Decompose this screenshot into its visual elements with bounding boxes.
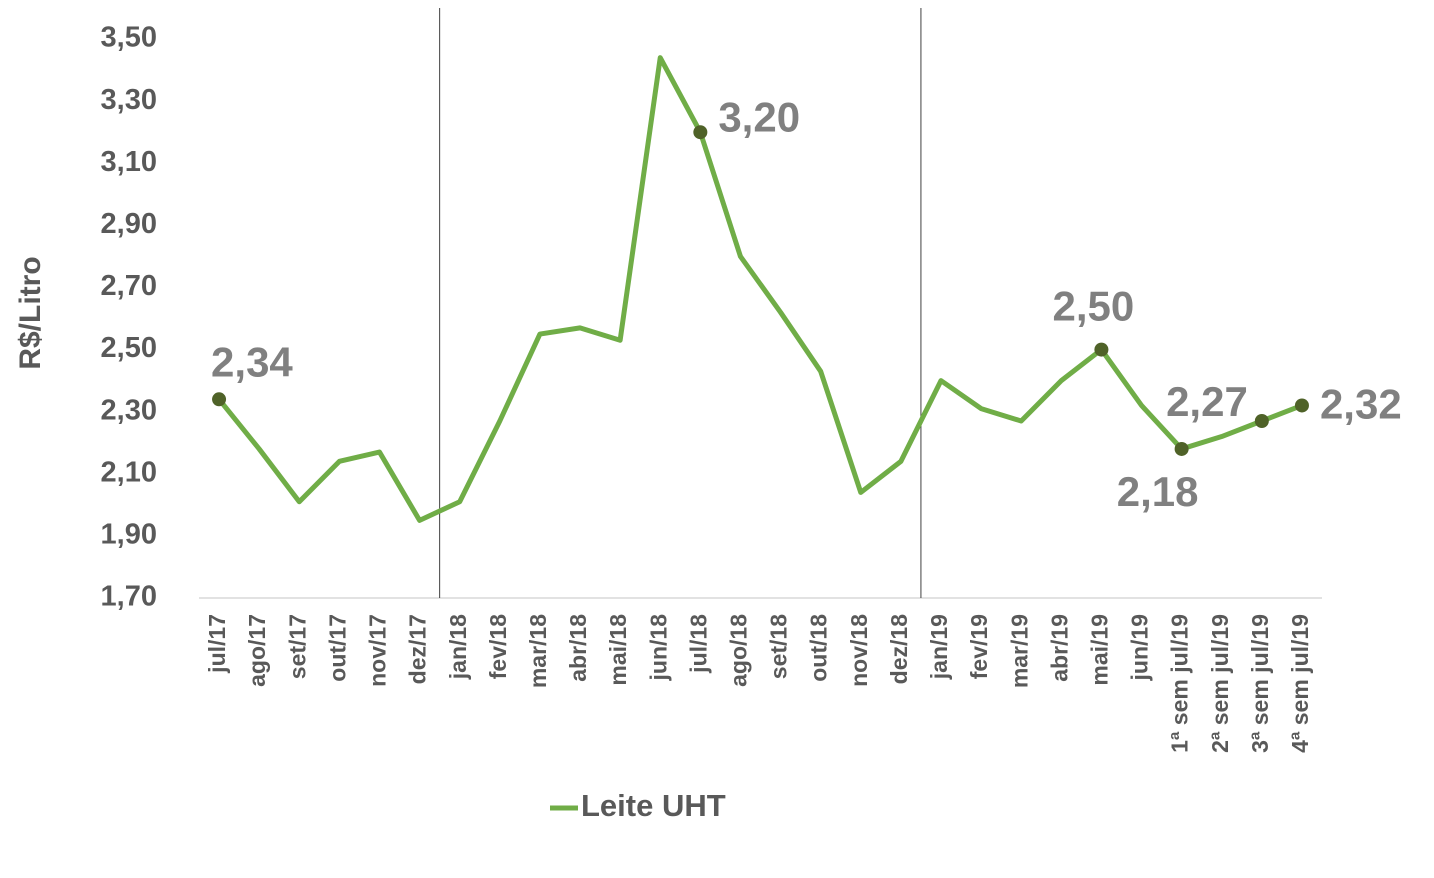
x-tick-label: set/18 — [766, 614, 792, 679]
data-label: 2,27 — [1166, 378, 1248, 425]
x-tick-label: jan/18 — [445, 614, 471, 680]
x-tick-label: nov/17 — [365, 614, 391, 687]
x-tick-label: set/17 — [284, 614, 310, 679]
x-tick-label: fev/19 — [966, 614, 992, 679]
marker — [212, 392, 227, 407]
marker — [1174, 441, 1189, 456]
y-tick-label: 1,90 — [101, 519, 157, 551]
x-tick-label: dez/17 — [405, 614, 431, 684]
data-label: 2,32 — [1320, 381, 1402, 428]
y-tick-label: 2,50 — [101, 332, 157, 364]
marker — [1294, 398, 1309, 413]
y-tick-label: 2,10 — [101, 456, 157, 488]
x-tick-label: ago/18 — [726, 614, 752, 687]
y-tick-label: 2,70 — [101, 270, 157, 302]
data-label: 2,34 — [211, 338, 293, 385]
x-tick-label: mar/19 — [1006, 614, 1032, 688]
data-label: 2,18 — [1117, 468, 1199, 515]
marker — [693, 125, 708, 140]
x-tick-label: mai/19 — [1086, 614, 1112, 686]
x-tick-label: out/17 — [324, 614, 350, 682]
marker — [1094, 342, 1109, 357]
x-tick-label: mai/18 — [605, 614, 631, 686]
x-tick-label: 1ª sem jul/19 — [1167, 614, 1193, 753]
marker — [1254, 414, 1269, 428]
y-tick-label: 2,30 — [101, 394, 157, 426]
x-tick-label: abr/18 — [565, 614, 591, 682]
x-tick-label: jun/18 — [645, 614, 671, 682]
legend-label: Leite UHT — [581, 788, 726, 823]
series-line — [217, 55, 1303, 523]
y-axis-title: R$/Litro — [14, 256, 47, 369]
x-tick-label: 4ª sem jul/19 — [1287, 614, 1313, 753]
x-tick-label: 2ª sem jul/19 — [1207, 614, 1233, 753]
x-tick-label: jul/17 — [204, 614, 230, 674]
x-tick-label: fev/18 — [485, 614, 511, 679]
x-tick-label: jan/19 — [926, 614, 952, 680]
x-tick-label: ago/17 — [244, 614, 270, 687]
y-tick-label: 2,90 — [101, 208, 157, 240]
x-tick-label: jul/18 — [685, 614, 711, 674]
x-tick-label: 3ª sem jul/19 — [1247, 614, 1273, 753]
y-tick-label: 3,50 — [101, 22, 157, 54]
x-tick-label: nov/18 — [846, 614, 872, 687]
data-label: 2,50 — [1053, 283, 1135, 330]
y-tick-label: 3,30 — [101, 84, 157, 116]
x-tick-label: out/18 — [806, 614, 832, 682]
x-tick-label: abr/19 — [1046, 614, 1072, 682]
y-tick-label: 3,10 — [101, 146, 157, 178]
x-tick-label: dez/18 — [886, 614, 912, 685]
x-tick-label: jun/19 — [1127, 614, 1153, 681]
y-tick-label: 1,70 — [101, 581, 157, 613]
data-label: 3,20 — [718, 93, 800, 140]
x-tick-label: mar/18 — [525, 614, 551, 688]
